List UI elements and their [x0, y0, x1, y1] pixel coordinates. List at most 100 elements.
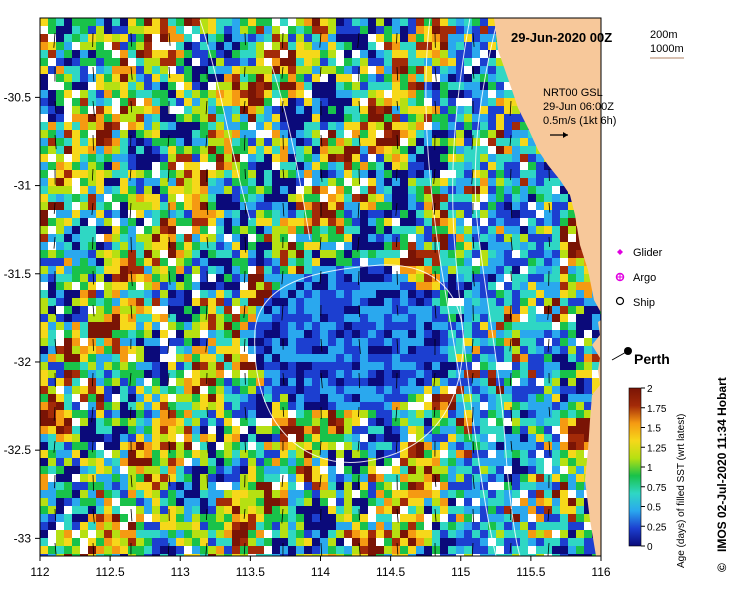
sst-cell [192, 322, 200, 330]
sst-cell [400, 418, 408, 426]
sst-cell [408, 138, 416, 146]
sst-cell [240, 474, 248, 482]
sst-cell [256, 186, 264, 194]
sst-cell [128, 522, 136, 530]
sst-cell [512, 378, 520, 386]
sst-cell [472, 66, 480, 74]
sst-cell [64, 538, 72, 546]
sst-cell [552, 226, 560, 234]
sst-cell [88, 322, 96, 330]
sst-cell [296, 466, 304, 474]
sst-cell [192, 426, 200, 434]
sst-cell [112, 34, 120, 42]
sst-cell [376, 42, 384, 50]
sst-cell [96, 490, 104, 498]
sst-cell [272, 410, 280, 418]
sst-cell [280, 226, 288, 234]
sst-cell [168, 466, 176, 474]
sst-cell [344, 34, 352, 42]
sst-cell [488, 250, 496, 258]
sst-cell [400, 442, 408, 450]
sst-cell [544, 338, 552, 346]
sst-cell [232, 370, 240, 378]
sst-cell [368, 202, 376, 210]
sst-cell [152, 298, 160, 306]
sst-cell [480, 130, 488, 138]
sst-cell [360, 298, 368, 306]
sst-cell [216, 458, 224, 466]
sst-cell [424, 442, 432, 450]
current-arrow [53, 406, 56, 421]
sst-cell [408, 178, 416, 186]
sst-cell [520, 386, 528, 394]
sst-cell [496, 114, 504, 122]
sst-cell [448, 226, 456, 234]
sst-cell [528, 458, 536, 466]
sst-cell [496, 242, 504, 250]
sst-cell [256, 114, 264, 122]
sst-cell [360, 242, 368, 250]
sst-cell [464, 170, 472, 178]
sst-cell [392, 26, 400, 34]
sst-cell [192, 418, 200, 426]
sst-cell [448, 154, 456, 162]
sst-cell [376, 346, 384, 354]
sst-cell [192, 26, 200, 34]
sst-cell [296, 282, 304, 290]
sst-cell [192, 106, 200, 114]
sst-cell [184, 450, 192, 458]
sst-cell [408, 426, 416, 434]
sst-cell [184, 178, 192, 186]
sst-cell [144, 34, 152, 42]
sst-cell [152, 546, 160, 554]
sst-cell [152, 362, 160, 370]
sst-cell [128, 338, 136, 346]
plot-area[interactable] [40, 18, 608, 562]
sst-cell [80, 354, 88, 362]
sst-cell [72, 546, 80, 554]
sst-cell [584, 522, 592, 530]
sst-cell [184, 330, 192, 338]
sst-cell [152, 218, 160, 226]
sst-cell [96, 130, 104, 138]
sst-cell [104, 554, 112, 556]
sst-cell [584, 370, 592, 378]
sst-cell [400, 490, 408, 498]
sst-cell [576, 442, 584, 450]
sst-cell [512, 410, 520, 418]
sst-cell [328, 42, 336, 50]
sst-cell [200, 218, 208, 226]
sst-cell [208, 202, 216, 210]
sst-cell [336, 506, 344, 514]
current-arrow [509, 134, 512, 146]
sst-cell [584, 530, 592, 538]
sst-cell [176, 250, 184, 258]
sst-cell [296, 306, 304, 314]
sst-cell [96, 218, 104, 226]
sst-cell [104, 514, 112, 522]
sst-cell [512, 354, 520, 362]
sst-cell [272, 354, 280, 362]
sst-cell [424, 170, 432, 178]
sst-cell [176, 162, 184, 170]
current-vectors [53, 32, 551, 556]
sst-cell [216, 554, 224, 556]
sst-cell [504, 130, 512, 138]
sst-cell [192, 146, 200, 154]
sst-cell [296, 226, 304, 234]
current-arrow [206, 32, 209, 45]
sst-cell [304, 42, 312, 50]
sst-cell [416, 306, 424, 314]
sst-cell [88, 466, 96, 474]
current-arrow [433, 202, 436, 215]
sst-cell [136, 66, 144, 74]
sst-cell [416, 450, 424, 458]
sst-cell [488, 522, 496, 530]
sst-cell [528, 386, 536, 394]
sst-cell [144, 26, 152, 34]
sst-cell [320, 314, 328, 322]
sst-cell [200, 474, 208, 482]
sst-cell [488, 314, 496, 322]
sst-cell [128, 242, 136, 250]
sst-cell [464, 354, 472, 362]
